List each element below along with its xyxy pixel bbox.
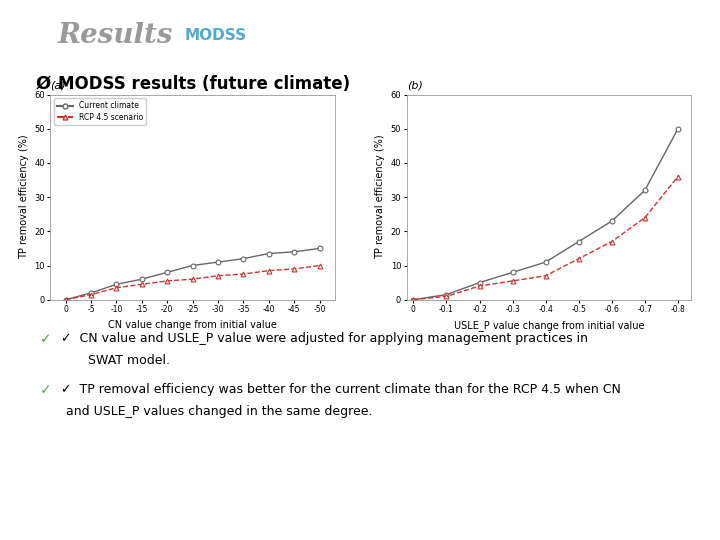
Text: Ø: Ø [36, 75, 51, 93]
Text: MODSS: MODSS [185, 28, 247, 43]
Text: ✓  TP removal efficiency was better for the current climate than for the RCP 4.5: ✓ TP removal efficiency was better for t… [61, 383, 621, 396]
Legend: Current climate, RCP 4.5 scenario: Current climate, RCP 4.5 scenario [54, 98, 146, 125]
Text: and USLE_P values changed in the same degree.: and USLE_P values changed in the same de… [54, 405, 372, 418]
Y-axis label: TP removal efficiency (%): TP removal efficiency (%) [19, 135, 29, 259]
Text: Results: Results [58, 22, 173, 49]
Text: ✓: ✓ [40, 332, 51, 346]
X-axis label: CN value change from initial value: CN value change from initial value [108, 320, 277, 330]
X-axis label: USLE_P value change from initial value: USLE_P value change from initial value [454, 320, 644, 330]
Text: ✓  CN value and USLE_P value were adjusted for applying management practices in: ✓ CN value and USLE_P value were adjuste… [61, 332, 588, 345]
Text: (a): (a) [50, 80, 66, 90]
Y-axis label: TP removal efficiency (%): TP removal efficiency (%) [375, 135, 385, 259]
Text: SWAT model.: SWAT model. [76, 354, 170, 367]
Text: (b): (b) [407, 80, 423, 90]
Text: MODSS results (future climate): MODSS results (future climate) [58, 75, 350, 93]
Text: ✓: ✓ [40, 383, 51, 397]
